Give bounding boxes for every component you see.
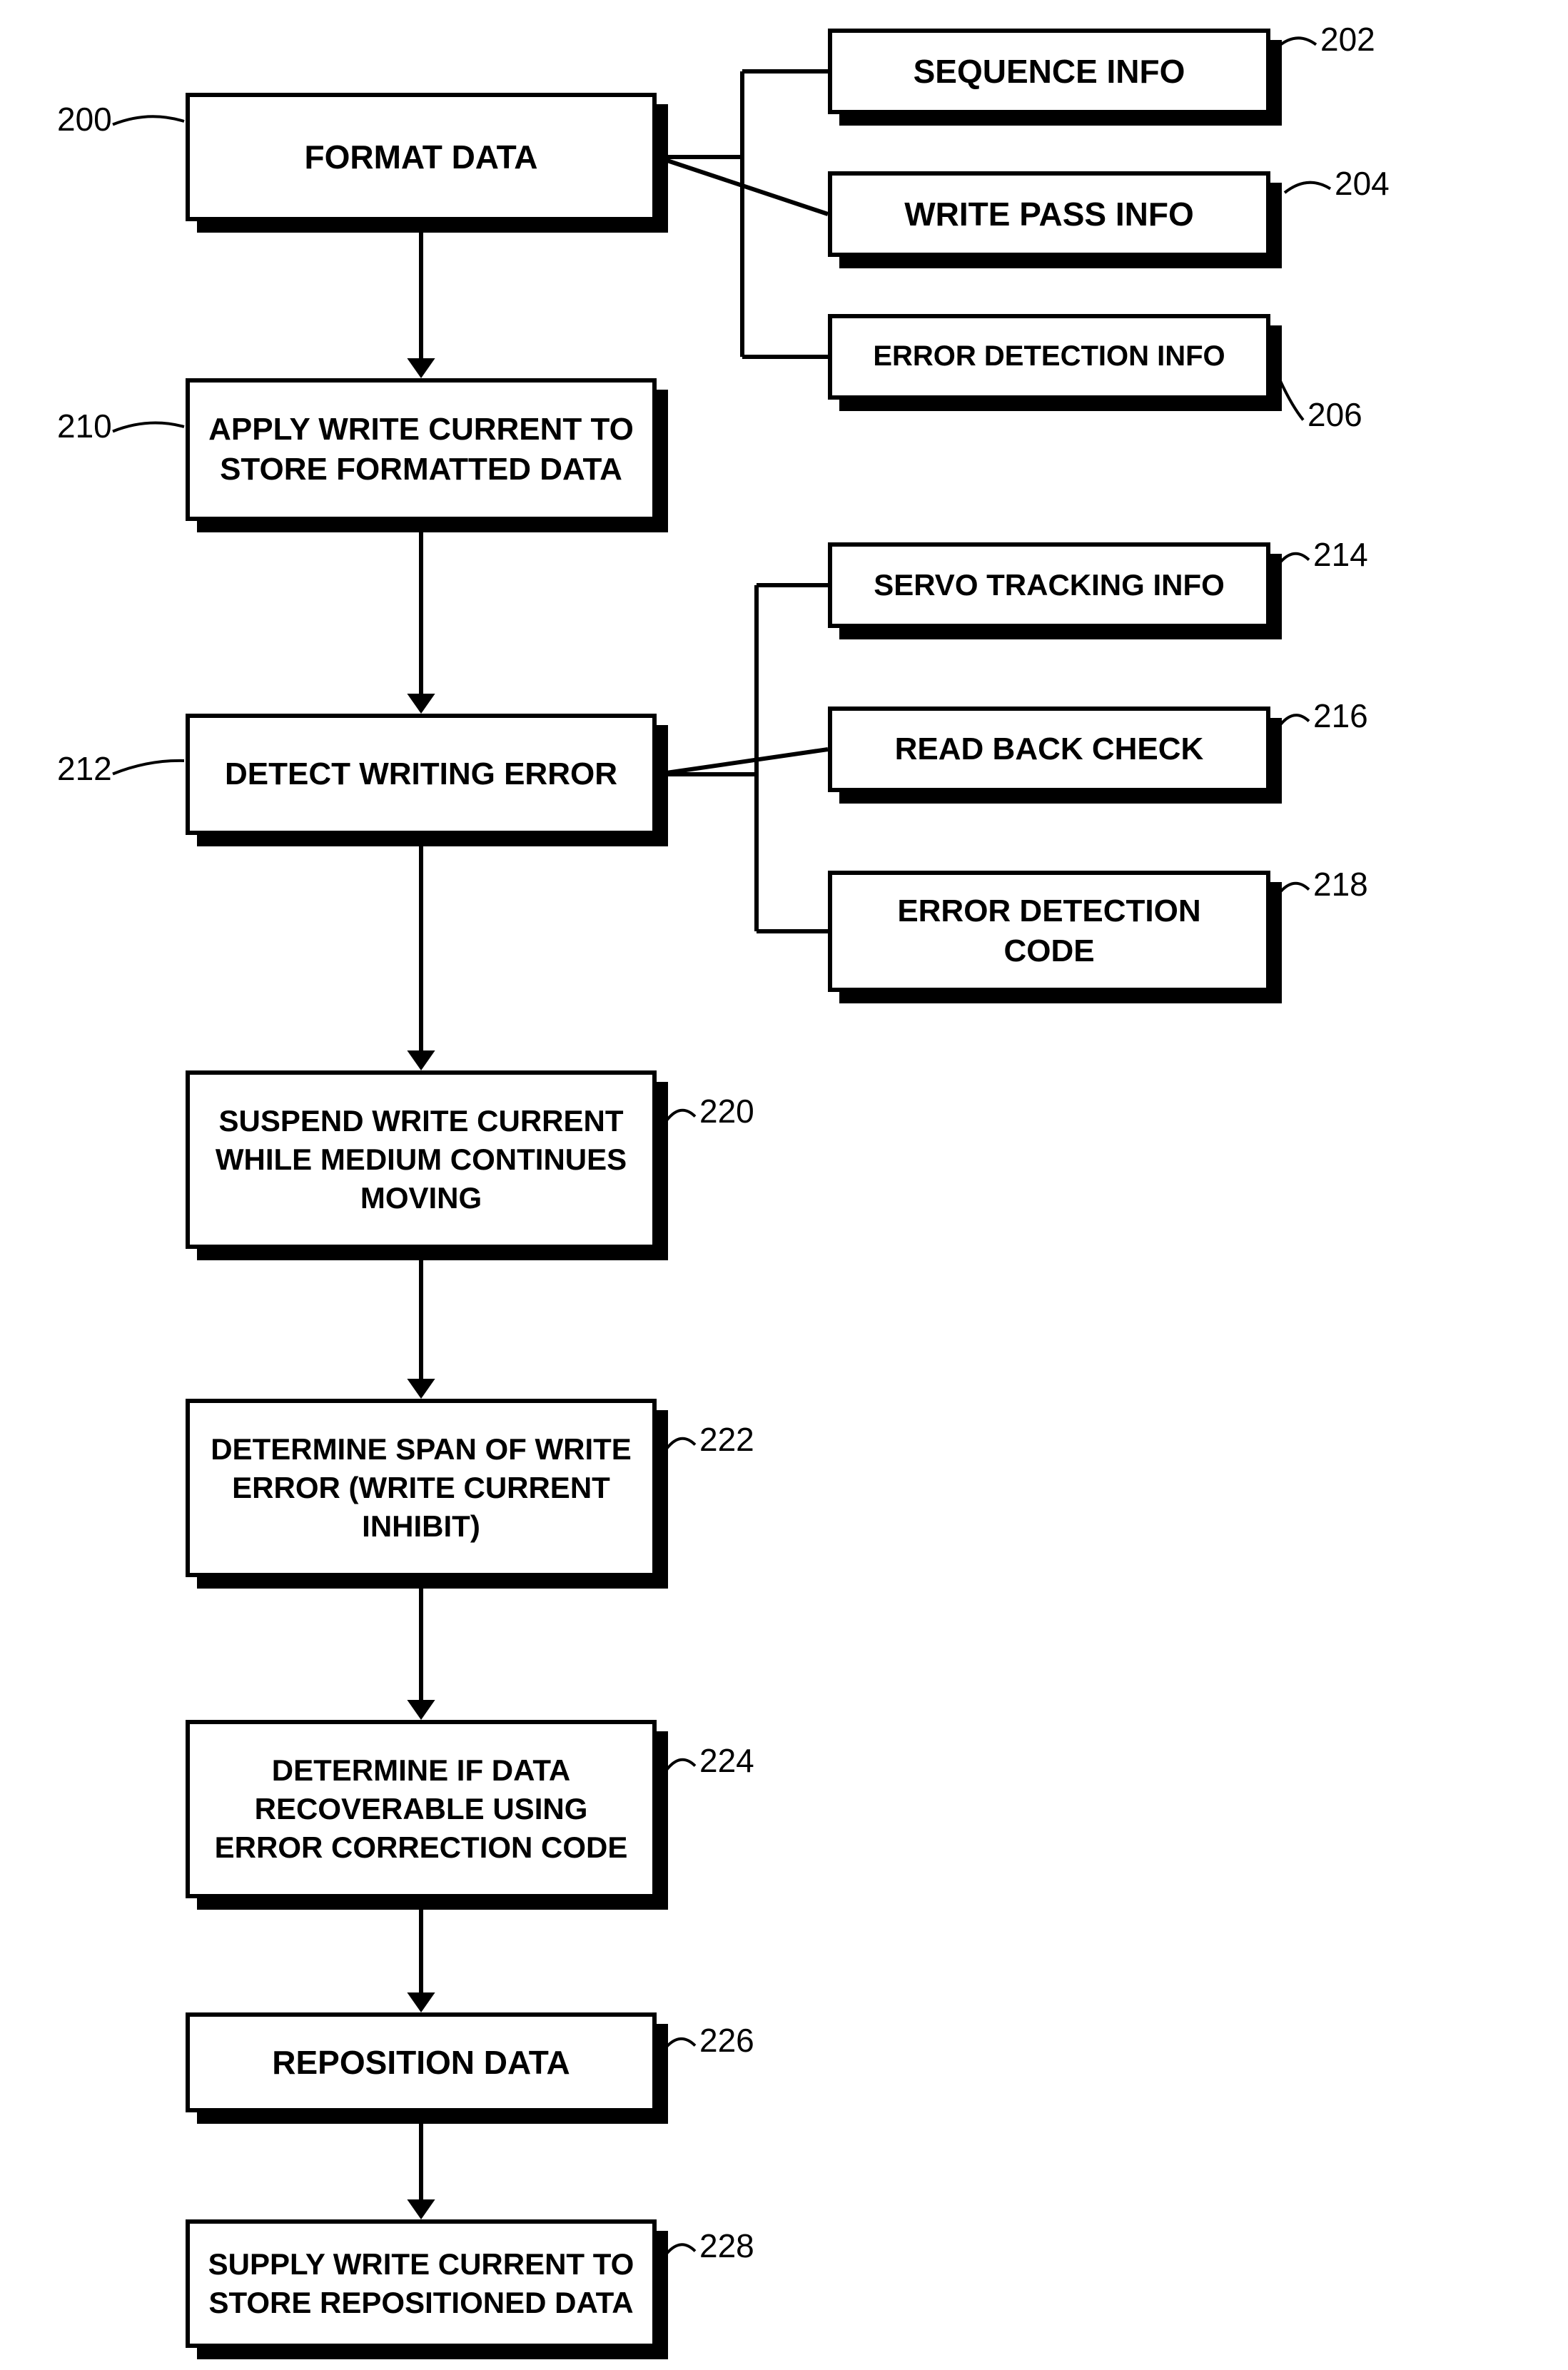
flowchart-box-216: READ BACK CHECK (828, 707, 1270, 792)
ref-leader-226 (667, 2039, 695, 2047)
ref-label-text: 218 (1313, 866, 1368, 903)
flowchart-box-204: WRITE PASS INFO (828, 171, 1270, 257)
flowchart-box-214: SERVO TRACKING INFO (828, 542, 1270, 628)
ref-leader-204 (1285, 183, 1330, 193)
flowchart-box-218: ERROR DETECTION CODE (828, 871, 1270, 992)
ref-label-206: 206 (1307, 395, 1362, 434)
ref-leader-216 (1279, 715, 1309, 726)
ref-leader-212 (113, 761, 184, 774)
arrow-head (407, 358, 435, 378)
ref-label-text: 210 (57, 407, 112, 445)
box-label: DETECT WRITING ERROR (225, 754, 617, 794)
ref-label-210: 210 (57, 407, 112, 445)
ref-label-228: 228 (699, 2227, 754, 2265)
flowchart-box-210: APPLY WRITE CURRENT TO STORE FORMATTED D… (186, 378, 657, 521)
connector-line (657, 157, 828, 214)
flowchart-box-226: REPOSITION DATA (186, 2012, 657, 2112)
flowchart-box-220: SUSPEND WRITE CURRENT WHILE MEDIUM CONTI… (186, 1070, 657, 1249)
box-label: DETERMINE IF DATA RECOVERABLE USING ERRO… (207, 1751, 635, 1866)
arrow-head (407, 1992, 435, 2012)
flowchart-box-224: DETERMINE IF DATA RECOVERABLE USING ERRO… (186, 1720, 657, 1898)
flowchart-box-202: SEQUENCE INFO (828, 29, 1270, 114)
arrow-head (407, 1379, 435, 1399)
box-label: SEQUENCE INFO (914, 51, 1185, 93)
ref-leader-206 (1280, 381, 1303, 420)
ref-label-214: 214 (1313, 535, 1368, 574)
ref-label-text: 228 (699, 2227, 754, 2264)
flowchart-box-200: FORMAT DATA (186, 93, 657, 221)
connector-line (657, 749, 828, 774)
flowchart-box-228: SUPPLY WRITE CURRENT TO STORE REPOSITION… (186, 2219, 657, 2348)
ref-label-text: 206 (1307, 396, 1362, 433)
ref-leader-218 (1279, 883, 1309, 893)
flowchart-box-212: DETECT WRITING ERROR (186, 714, 657, 835)
box-label: APPLY WRITE CURRENT TO STORE FORMATTED D… (207, 410, 635, 490)
ref-label-218: 218 (1313, 865, 1368, 903)
ref-label-text: 202 (1320, 21, 1375, 58)
ref-leader-202 (1278, 38, 1316, 47)
ref-label-212: 212 (57, 749, 112, 788)
box-label: SERVO TRACKING INFO (874, 566, 1225, 604)
ref-label-224: 224 (699, 1741, 754, 1780)
ref-label-204: 204 (1335, 164, 1390, 203)
ref-leader-214 (1279, 554, 1309, 564)
box-label: SUPPLY WRITE CURRENT TO STORE REPOSITION… (207, 2245, 635, 2322)
ref-label-text: 212 (57, 750, 112, 787)
ref-label-216: 216 (1313, 697, 1368, 735)
box-label: WRITE PASS INFO (904, 193, 1194, 236)
ref-label-text: 214 (1313, 536, 1368, 573)
box-label: ERROR DETECTION CODE (849, 891, 1249, 972)
ref-label-text: 200 (57, 101, 112, 138)
ref-label-220: 220 (699, 1092, 754, 1130)
ref-leader-200 (113, 116, 184, 124)
ref-label-text: 226 (699, 2022, 754, 2059)
ref-leader-220 (667, 1110, 695, 1120)
ref-label-200: 200 (57, 100, 112, 138)
ref-label-text: 220 (699, 1093, 754, 1130)
ref-label-202: 202 (1320, 20, 1375, 59)
ref-leader-210 (113, 423, 184, 432)
arrow-head (407, 694, 435, 714)
ref-leader-222 (667, 1439, 695, 1449)
ref-leader-224 (667, 1760, 695, 1770)
flowchart-box-206: ERROR DETECTION INFO (828, 314, 1270, 400)
arrow-head (407, 2199, 435, 2219)
flowchart-box-222: DETERMINE SPAN OF WRITE ERROR (WRITE CUR… (186, 1399, 657, 1577)
box-label: READ BACK CHECK (895, 729, 1204, 769)
box-label: FORMAT DATA (304, 136, 537, 178)
ref-label-text: 204 (1335, 165, 1390, 202)
ref-label-text: 216 (1313, 697, 1368, 734)
ref-label-text: 224 (699, 1742, 754, 1779)
ref-leader-228 (667, 2244, 695, 2254)
ref-label-222: 222 (699, 1420, 754, 1459)
arrow-head (407, 1700, 435, 1720)
box-label: ERROR DETECTION INFO (873, 338, 1225, 375)
flowchart-canvas: FORMAT DATA SEQUENCE INFO WRITE PASS INFO E… (0, 0, 1568, 2370)
ref-label-226: 226 (699, 2021, 754, 2060)
box-label: SUSPEND WRITE CURRENT WHILE MEDIUM CONTI… (207, 1102, 635, 1217)
arrow-head (407, 1050, 435, 1070)
box-label: DETERMINE SPAN OF WRITE ERROR (WRITE CUR… (207, 1430, 635, 1545)
box-label: REPOSITION DATA (272, 2042, 570, 2084)
ref-label-text: 222 (699, 1421, 754, 1458)
